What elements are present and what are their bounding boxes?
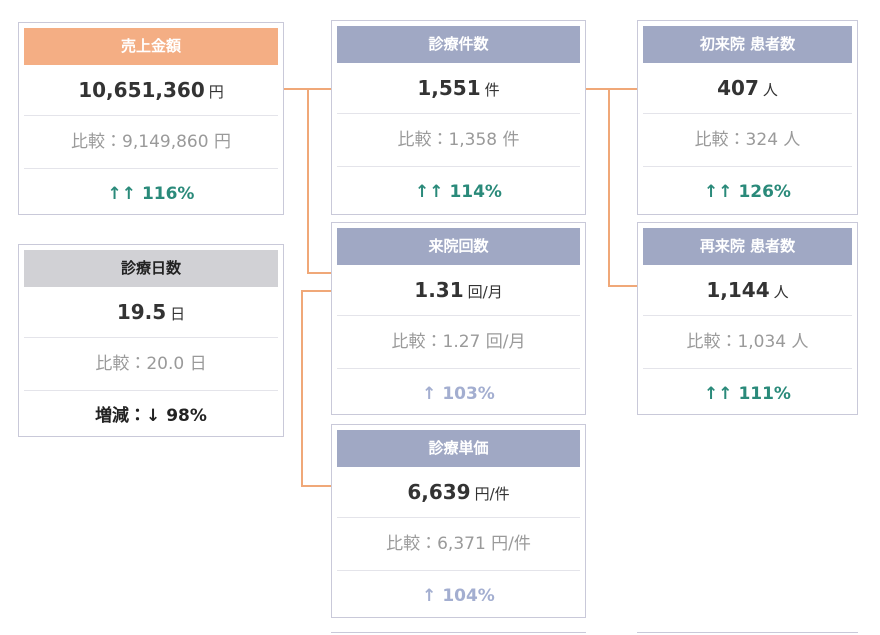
value-row: 407 人 <box>643 63 852 113</box>
card-edge <box>637 632 858 635</box>
value-row: 1,551 件 <box>337 63 580 113</box>
comparison: 比較：1,034 人 <box>643 315 852 368</box>
unit: 日 <box>170 305 186 323</box>
value: 407 <box>717 76 759 100</box>
value-row: 6,639 円/件 <box>337 467 580 517</box>
value: 10,651,360 <box>78 78 205 102</box>
kpi-card: 売上金額 10,651,360 円比較：9,149,860 円 ↑↑ 116% <box>18 22 284 215</box>
kpi-card: 診療件数 1,551 件比較：1,358 件 ↑↑ 114% <box>331 20 586 215</box>
kpi-card: 初来院 患者数 407 人比較：324 人 ↑↑ 126% <box>637 20 858 215</box>
change: 増減：↓ 98% <box>24 390 278 440</box>
unit: 円/件 <box>474 485 510 503</box>
change: ↑↑ 116% <box>24 168 278 218</box>
change: ↑↑ 111% <box>643 368 852 418</box>
comparison: 比較：1,358 件 <box>337 113 580 166</box>
unit: 人 <box>773 283 789 301</box>
card-title: 再来院 患者数 <box>643 228 852 265</box>
value-row: 19.5 日 <box>24 287 278 337</box>
value: 1,144 <box>706 278 770 302</box>
value: 19.5 <box>116 300 167 324</box>
value-row: 10,651,360 円 <box>24 65 278 115</box>
card-title: 売上金額 <box>24 28 278 65</box>
value-row: 1,144 人 <box>643 265 852 315</box>
kpi-card: 来院回数 1.31 回/月 比較：1.27 回/月 ↑ 103% <box>331 222 586 415</box>
comparison: 比較：1.27 回/月 <box>337 315 580 368</box>
unit: 回/月 <box>467 283 503 301</box>
connector <box>307 89 336 274</box>
card-title: 診療件数 <box>337 26 580 63</box>
unit: 円 <box>208 83 224 101</box>
comparison: 比較：20.0 日 <box>24 337 278 390</box>
card-title: 来院回数 <box>337 228 580 265</box>
change: ↑ 103% <box>337 368 580 418</box>
kpi-card: 再来院 患者数 1,144 人比較：1,034 人 ↑↑ 111% <box>637 222 858 415</box>
card-edge <box>331 632 586 635</box>
change: ↑↑ 114% <box>337 166 580 216</box>
comparison: 比較：6,371 円/件 <box>337 517 580 570</box>
change: ↑↑ 126% <box>643 166 852 216</box>
value-row: 1.31 回/月 <box>337 265 580 315</box>
card-title: 診療日数 <box>24 250 278 287</box>
comparison: 比較：324 人 <box>643 113 852 166</box>
change: ↑ 104% <box>337 570 580 620</box>
value: 6,639 <box>407 480 471 504</box>
kpi-card: 診療単価 6,639 円/件 比較：6,371 円/件 ↑ 104% <box>331 424 586 618</box>
connector <box>608 89 643 287</box>
value: 1,551 <box>417 76 481 100</box>
comparison: 比較：9,149,860 円 <box>24 115 278 168</box>
connector <box>301 290 336 487</box>
card-title: 初来院 患者数 <box>643 26 852 63</box>
unit: 件 <box>484 81 500 99</box>
kpi-card: 診療日数 19.5 日比較：20.0 日増減：↓ 98% <box>18 244 284 437</box>
card-title: 診療単価 <box>337 430 580 467</box>
value: 1.31 <box>414 278 464 302</box>
unit: 人 <box>762 81 778 99</box>
